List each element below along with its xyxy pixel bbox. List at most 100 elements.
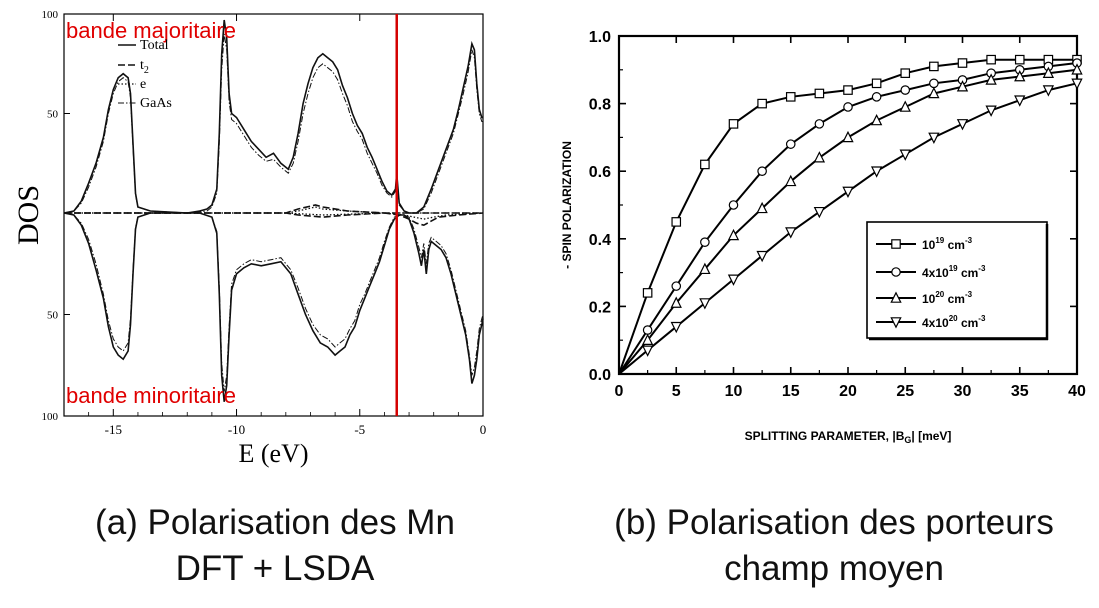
spin-legend-label-triangle-down: 4x1020 cm-3 <box>922 314 986 330</box>
spin-point-square <box>1014 54 1025 65</box>
spin-point-circle <box>671 281 682 291</box>
dos-series-t2-minority <box>64 212 484 227</box>
dos-legend: Total t2e GaAs <box>118 38 172 111</box>
spin-chart: 0 5 10 15 20 25 30 35 40 0.0 0.2 0.4 0.6 0.8 1.0 SPLITT… <box>560 29 1086 445</box>
spin-series-circle <box>618 58 1082 375</box>
spin-point-square <box>728 119 739 129</box>
dos-xtick-label: -15 <box>105 422 122 437</box>
spin-point-triangle-up <box>928 86 940 99</box>
spin-legend-label-square: 1019 cm-3 <box>922 236 973 252</box>
dos-frame <box>63 13 484 417</box>
spin-xtick-label: 35 <box>1011 383 1029 400</box>
spin-point-circle <box>900 85 911 95</box>
spin-point-square <box>900 68 911 78</box>
spin-point-triangle-up <box>670 296 682 308</box>
dos-plot: -15 -10 -5 0 100 50 50 100 E (eV) DOS bande majori… <box>12 9 486 468</box>
spin-point-triangle-up <box>641 333 654 345</box>
spin-point-square <box>757 98 767 109</box>
dos-legend-label-e: e <box>140 77 146 92</box>
spin-ytick-label: 0.2 <box>589 299 611 316</box>
dos-series-gaas-majority <box>63 33 483 214</box>
spin-point-triangle-up <box>956 80 969 92</box>
spin-point-square <box>929 61 939 72</box>
spin-ytick-label: 0.4 <box>589 232 611 249</box>
spin-point-square <box>642 288 653 298</box>
spin-point-square <box>871 78 882 89</box>
spin-point-circle <box>728 200 739 210</box>
dos-series-gaas-minority <box>63 212 484 392</box>
dos-xtick-label: -10 <box>228 422 245 437</box>
spin-point-triangle-down <box>928 132 940 144</box>
spin-series-triangle-down <box>618 78 1083 375</box>
dos-series-total-majority <box>63 19 483 214</box>
dos-ytick-label-bottom: 100 <box>42 411 59 423</box>
spin-point-circle <box>642 325 653 335</box>
spin-point-circle <box>843 102 853 112</box>
spin-xtick-label: 20 <box>839 383 857 400</box>
spin-point-square <box>785 92 796 102</box>
spin-point-triangle-down <box>1042 85 1055 97</box>
dos-legend-label-gaas: GaAs <box>140 96 172 111</box>
spin-xtick-label: 30 <box>954 383 972 400</box>
caption-a-line2: DFT + LSDA <box>175 549 375 588</box>
spin-point-triangle-down <box>785 227 797 239</box>
spin-ytick-label: 0.8 <box>589 97 611 114</box>
spin-series-square <box>618 54 1082 375</box>
spin-ytick-label: 0.6 <box>589 164 611 181</box>
dos-series-e-minority <box>64 212 484 220</box>
spin-y-axis-label: - SPIN POLARIZATION <box>560 141 574 269</box>
spin-point-circle <box>757 166 767 176</box>
dos-xtick-label: -5 <box>354 422 365 437</box>
dos-ytick-label-top: 50 <box>47 109 59 121</box>
spin-point-square <box>700 159 710 170</box>
spin-point-circle <box>700 237 710 247</box>
spin-xtick-label: 40 <box>1068 383 1086 400</box>
spin-point-triangle-down <box>842 186 854 199</box>
spin-legend-label-triangle-up: 1020 cm-3 <box>922 290 973 306</box>
spin-point-triangle-down <box>1071 78 1083 90</box>
spin-xtick-label: 15 <box>782 383 800 400</box>
spin-point-square <box>814 88 825 99</box>
spin-point-circle <box>814 119 825 129</box>
spin-point-triangle-up <box>1042 66 1055 78</box>
spin-xtick-label: 10 <box>725 383 743 400</box>
spin-point-triangle-up <box>699 262 711 275</box>
spin-point-triangle-up <box>899 100 911 112</box>
spin-point-triangle-up <box>727 228 740 241</box>
spin-legend-swatch-marker-circle <box>891 267 901 277</box>
spin-point-square <box>843 85 853 95</box>
spin-legend-swatch-marker-triangle-down <box>890 317 902 329</box>
dos-series-total-minority <box>63 212 484 402</box>
dos-x-axis-label: E (eV) <box>238 439 308 468</box>
spin-point-triangle-down <box>899 149 911 161</box>
spin-point-triangle-up <box>785 174 797 187</box>
spin-legend: 1019 cm-3 4x1019 cm-3 1020 cm-3 4x1020 cm-3 <box>866 221 1049 341</box>
caption-b-line2: champ moyen <box>724 549 944 588</box>
spin-point-square <box>671 217 682 227</box>
spin-point-circle <box>929 78 939 89</box>
spin-point-triangle-down <box>1014 95 1026 107</box>
caption-b: (b) Polarisation des porteurs champ moye… <box>569 500 1099 592</box>
spin-point-triangle-up <box>1071 63 1083 75</box>
dos-band-minority-label: bande minoritaire <box>66 383 236 408</box>
spin-point-triangle-up <box>985 73 997 85</box>
caption-a: (a) Polarisation des Mn DFT + LSDA <box>40 500 510 592</box>
caption-b-line1: (b) Polarisation des porteurs <box>614 503 1054 542</box>
spin-point-triangle-down <box>670 321 682 334</box>
spin-xtick-label: 5 <box>672 383 681 400</box>
caption-a-line1: (a) Polarisation des Mn <box>95 503 455 542</box>
spin-legend-swatch-marker-square <box>891 239 901 249</box>
spin-point-square <box>986 54 996 65</box>
dos-legend-label-total: Total <box>140 38 169 53</box>
dos-xtick-label: 0 <box>480 422 487 437</box>
spin-point-triangle-up <box>813 151 826 163</box>
dos-ytick-label-top: 100 <box>42 9 59 21</box>
spin-x-axis-label: SPLITTING PARAMETER, |BG| [meV] <box>745 429 952 445</box>
spin-series-triangle-up <box>618 63 1083 375</box>
spin-point-triangle-down <box>727 274 740 286</box>
dos-y-axis-label: DOS <box>12 185 45 245</box>
spin-point-triangle-down <box>641 345 654 357</box>
spin-point-square <box>957 58 968 68</box>
